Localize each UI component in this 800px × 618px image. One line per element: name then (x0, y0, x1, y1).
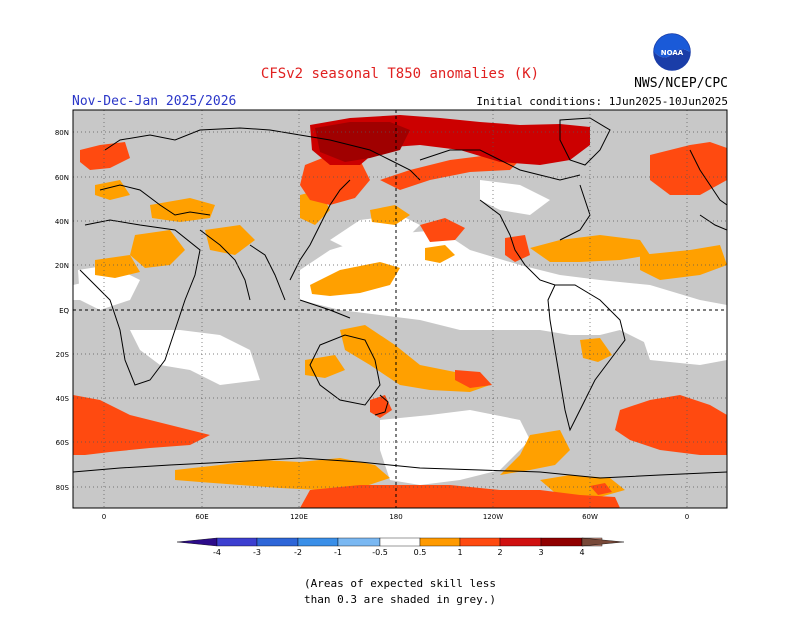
lon-label: 60W (582, 513, 598, 521)
noaa-logo: NOAA (653, 33, 691, 71)
lon-label: 0 (102, 513, 106, 521)
lon-axis: 0 60E 120E 180 120W 60W 0 (102, 513, 689, 521)
anomaly-05-1-regions (95, 180, 727, 497)
lat-label: 60N (55, 174, 69, 182)
skill-note-line: (Areas of expected skill less (303, 577, 497, 590)
initial-conditions: Initial conditions: 1Jun2025-10Jun2025 (476, 95, 728, 108)
graticule (73, 110, 727, 508)
anomaly-1-2-regions (73, 142, 727, 508)
lat-label: 20S (56, 351, 70, 359)
lat-axis: 80N 60N 40N 20N EQ 20S 40S 60S 80S (55, 129, 70, 492)
lat-label: 60S (56, 439, 70, 447)
lon-label: 120W (483, 513, 503, 521)
lat-label: 80N (55, 129, 69, 137)
lon-label: 60E (195, 513, 208, 521)
lat-label: EQ (59, 307, 69, 315)
lon-label: 180 (389, 513, 402, 521)
forecast-period: Nov-Dec-Jan 2025/2026 (72, 94, 237, 109)
lat-label: 80S (56, 484, 70, 492)
skill-note: (Areas of expected skill less than 0.3 a… (0, 576, 800, 608)
map-frame (72, 109, 728, 509)
lat-label: 20N (55, 262, 69, 270)
agency-label: NWS/NCEP/CPC (634, 76, 728, 91)
lat-label: 40N (55, 218, 69, 226)
lon-label: 0 (685, 513, 689, 521)
lat-label: 40S (56, 395, 70, 403)
anomaly-3-4-regions (315, 122, 410, 162)
lon-label: 120E (290, 513, 308, 521)
logo-text: NOAA (661, 49, 684, 57)
skill-note-line: than 0.3 are shaded in grey.) (303, 593, 497, 606)
chart-title: CFSv2 seasonal T850 anomalies (K) (260, 66, 540, 82)
